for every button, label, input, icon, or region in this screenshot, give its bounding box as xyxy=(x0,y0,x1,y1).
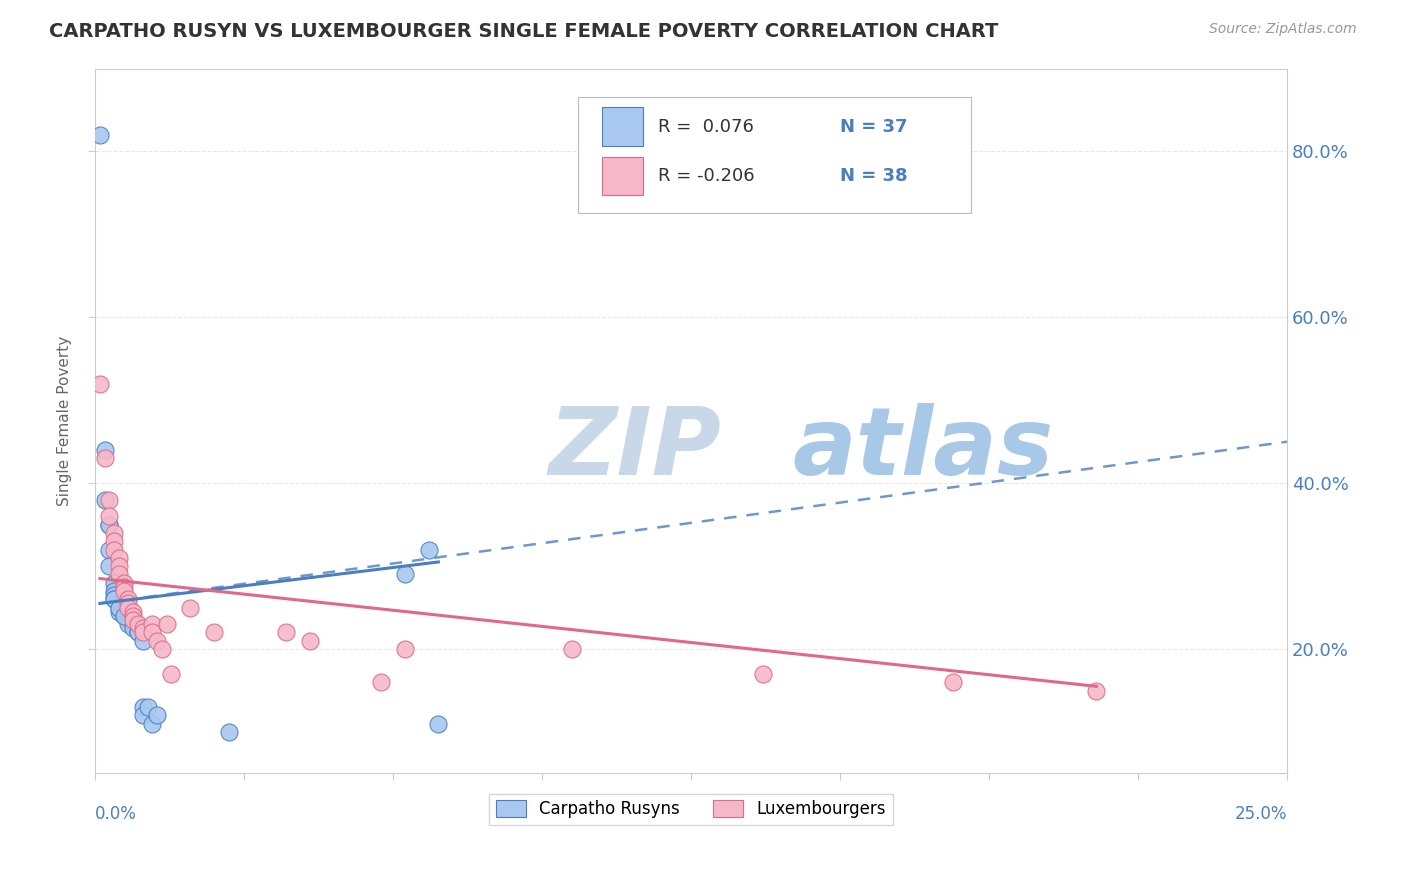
Point xyxy=(127,617,149,632)
Point xyxy=(122,608,145,623)
Point xyxy=(117,608,139,623)
Point xyxy=(427,716,450,731)
Point xyxy=(141,716,163,731)
Point xyxy=(108,559,131,574)
Point xyxy=(112,584,135,599)
Point xyxy=(93,451,115,466)
Bar xyxy=(602,107,644,146)
Point xyxy=(98,559,121,574)
Point xyxy=(122,617,145,632)
Point xyxy=(108,605,131,619)
Text: ZIP: ZIP xyxy=(548,403,721,495)
Point xyxy=(146,708,169,723)
Text: atlas: atlas xyxy=(793,403,1053,495)
Text: N = 38: N = 38 xyxy=(841,168,908,186)
Text: R = -0.206: R = -0.206 xyxy=(658,168,755,186)
Point xyxy=(117,600,139,615)
Legend: Carpatho Rusyns, Luxembourgers: Carpatho Rusyns, Luxembourgers xyxy=(489,794,893,825)
Point xyxy=(98,509,121,524)
FancyBboxPatch shape xyxy=(578,96,972,213)
Point xyxy=(132,621,155,635)
Point xyxy=(112,608,135,623)
Point xyxy=(103,588,125,602)
Point xyxy=(122,613,145,627)
Point xyxy=(112,580,135,594)
Point xyxy=(298,633,321,648)
Text: 0.0%: 0.0% xyxy=(96,805,136,823)
Point xyxy=(112,575,135,590)
Y-axis label: Single Female Poverty: Single Female Poverty xyxy=(58,336,72,506)
Point xyxy=(93,492,115,507)
Point xyxy=(103,542,125,557)
Point xyxy=(112,600,135,615)
Point xyxy=(561,642,583,657)
Point xyxy=(108,567,131,582)
Point xyxy=(418,542,440,557)
Point xyxy=(132,700,155,714)
Point xyxy=(117,596,139,610)
Text: 25.0%: 25.0% xyxy=(1234,805,1286,823)
Point xyxy=(122,605,145,619)
Point xyxy=(117,613,139,627)
Point xyxy=(394,567,416,582)
Point xyxy=(117,592,139,607)
Point xyxy=(132,625,155,640)
Point xyxy=(103,575,125,590)
Text: CARPATHO RUSYN VS LUXEMBOURGER SINGLE FEMALE POVERTY CORRELATION CHART: CARPATHO RUSYN VS LUXEMBOURGER SINGLE FE… xyxy=(49,22,998,41)
Point xyxy=(108,550,131,565)
Text: R =  0.076: R = 0.076 xyxy=(658,118,754,136)
Point xyxy=(103,525,125,540)
Point xyxy=(103,592,125,607)
Point xyxy=(98,492,121,507)
Point xyxy=(751,667,773,681)
Point xyxy=(218,725,240,739)
Point xyxy=(394,642,416,657)
Point xyxy=(370,675,392,690)
Point xyxy=(103,592,125,607)
Point xyxy=(112,592,135,607)
Point xyxy=(156,617,179,632)
Point xyxy=(108,600,131,615)
Point xyxy=(141,617,163,632)
Point xyxy=(122,621,145,635)
Point xyxy=(160,667,183,681)
Bar xyxy=(602,157,644,195)
Point xyxy=(132,633,155,648)
Point xyxy=(108,596,131,610)
Point xyxy=(98,517,121,532)
Point xyxy=(150,642,173,657)
Point xyxy=(117,617,139,632)
Point xyxy=(89,128,111,142)
Text: Source: ZipAtlas.com: Source: ZipAtlas.com xyxy=(1209,22,1357,37)
Point xyxy=(1085,683,1108,698)
Point xyxy=(98,517,121,532)
Point xyxy=(179,600,201,615)
Point xyxy=(274,625,297,640)
Point xyxy=(146,633,169,648)
Point xyxy=(136,700,159,714)
Text: N = 37: N = 37 xyxy=(841,118,908,136)
Point xyxy=(89,376,111,391)
Point xyxy=(112,608,135,623)
Point xyxy=(103,584,125,599)
Point xyxy=(141,625,163,640)
Point xyxy=(202,625,225,640)
Point xyxy=(93,442,115,457)
Point xyxy=(103,534,125,549)
Point xyxy=(127,625,149,640)
Point xyxy=(108,600,131,615)
Point xyxy=(132,708,155,723)
Point xyxy=(942,675,965,690)
Point xyxy=(127,625,149,640)
Point xyxy=(98,542,121,557)
